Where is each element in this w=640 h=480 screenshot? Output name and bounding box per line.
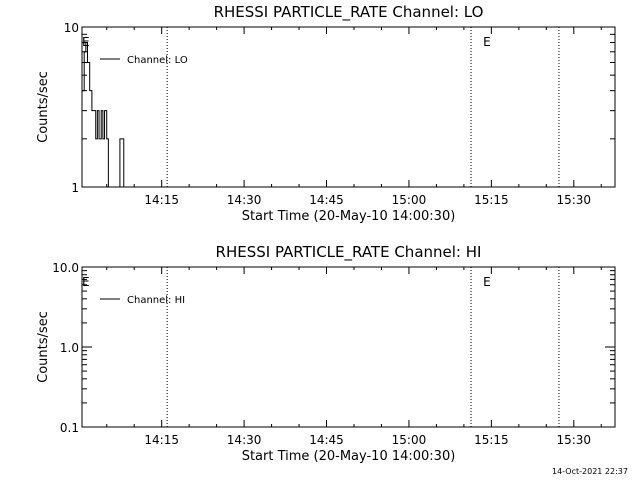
lo-x-axis-label: Start Time (20-May-10 14:00:30) [242, 209, 456, 224]
lo-x-tick-label: 14:15 [144, 193, 179, 207]
hi-x-tick-label: 15:00 [392, 433, 427, 447]
lo-x-tick-label: 15:15 [474, 193, 509, 207]
hi-y-tick-label: 1.0 [60, 341, 79, 355]
hi-eclipse-marker: E [483, 275, 491, 289]
lo-plot-frame [81, 26, 616, 188]
lo-x-tick-label: 15:00 [392, 193, 427, 207]
hi-y-tick-label: 0.1 [60, 421, 79, 435]
lo-panel: RHESSI PARTICLE_RATE Channel: LO 14:15 14:… [36, 3, 616, 224]
hi-x-tick-label: 14:45 [309, 433, 344, 447]
lo-legend-label: Channel: LO [127, 55, 188, 66]
hi-x-axis-label: Start Time (20-May-10 14:00:30) [242, 449, 456, 464]
hi-x-tick-label: 14:30 [227, 433, 262, 447]
lo-chart-title: RHESSI PARTICLE_RATE Channel: LO [214, 3, 484, 22]
hi-legend-label: Channel: HI [127, 295, 185, 306]
lo-y-tick-label: 1 [71, 181, 79, 195]
hi-x-tick-label: 15:15 [474, 433, 509, 447]
hi-x-tick-label: 14:15 [144, 433, 179, 447]
hi-plot-frame [81, 266, 616, 428]
lo-eclipse-marker: E [483, 35, 491, 49]
lo-series-line [82, 42, 125, 187]
lo-x-tick-label: 14:30 [227, 193, 262, 207]
hi-chart-title: RHESSI PARTICLE_RATE Channel: HI [216, 243, 482, 262]
lo-eclipse-marker: E [82, 35, 90, 49]
hi-eclipse-marker: E [82, 275, 90, 289]
lo-x-tick-label: 14:45 [309, 193, 344, 207]
lo-y-axis-label: Counts/sec [36, 71, 51, 143]
hi-y-axis-label: Counts/sec [36, 311, 51, 383]
hi-y-tick-label: 10.0 [52, 261, 79, 275]
hi-panel: RHESSI PARTICLE_RATE Channel: HI 14:15 14:… [36, 243, 616, 464]
lo-y-tick-label: 10 [64, 21, 79, 35]
hi-x-tick-label: 15:30 [556, 433, 591, 447]
generation-timestamp: 14-Oct-2021 22:37 [552, 467, 628, 476]
lo-x-tick-label: 15:30 [556, 193, 591, 207]
